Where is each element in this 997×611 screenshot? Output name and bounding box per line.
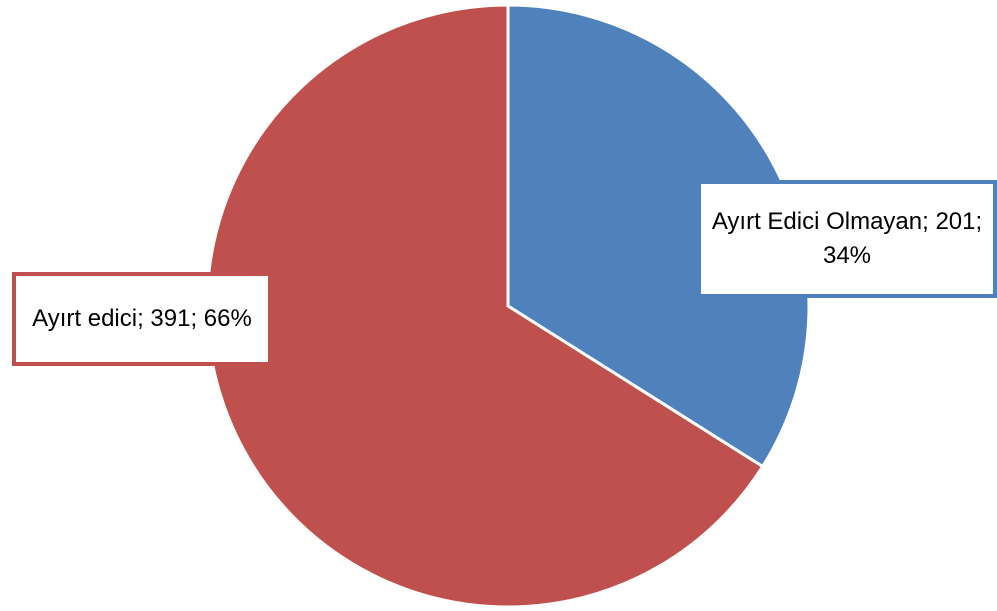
pie-slice xyxy=(506,3,811,469)
data-label: Ayırt edici; 391; 66% xyxy=(12,272,272,366)
pie-slice xyxy=(205,3,765,609)
data-label: Ayırt Edici Olmayan; 201; 34% xyxy=(697,180,997,298)
